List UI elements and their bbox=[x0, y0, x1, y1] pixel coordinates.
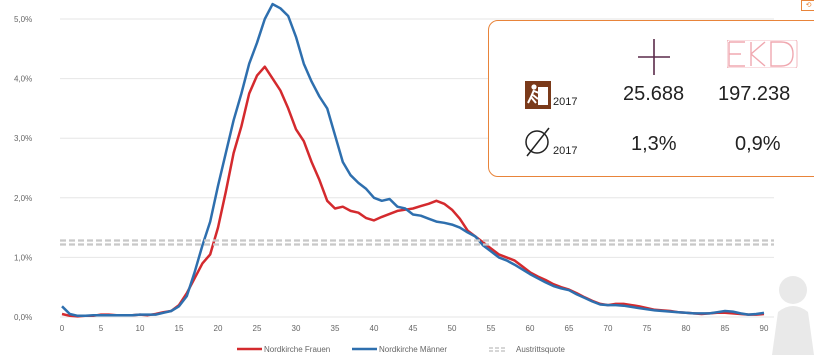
x-tick-label: 30 bbox=[292, 324, 301, 333]
y-tick-label: 2,0% bbox=[14, 194, 32, 203]
chart-series bbox=[60, 2, 774, 318]
x-tick-label: 0 bbox=[60, 324, 65, 333]
x-tick-label: 80 bbox=[682, 324, 691, 333]
x-tick-label: 85 bbox=[721, 324, 730, 333]
y-tick-label: 4,0% bbox=[14, 75, 32, 84]
rate-value-nordkirche: 1,3% bbox=[631, 133, 677, 155]
exit-sign-icon bbox=[525, 81, 551, 109]
legend-label-frauen: Nordkirche Frauen bbox=[264, 345, 330, 354]
row1-subscript: 2017 bbox=[553, 96, 578, 108]
corner-badge-icon: ⟲ bbox=[801, 0, 814, 11]
x-tick-label: 70 bbox=[604, 324, 613, 333]
y-tick-label: 0,0% bbox=[14, 313, 32, 322]
x-tick-label: 20 bbox=[214, 324, 223, 333]
x-tick-label: 10 bbox=[136, 324, 145, 333]
y-tick-label: 5,0% bbox=[14, 15, 32, 24]
legend-label-maenner: Nordkirche Männer bbox=[379, 345, 447, 354]
person-silhouette-icon bbox=[772, 276, 814, 355]
x-tick-label: 5 bbox=[99, 324, 104, 333]
cross-icon bbox=[638, 39, 670, 75]
x-tick-label: 35 bbox=[331, 324, 340, 333]
exits-value-ekd: 197.238 bbox=[718, 83, 791, 105]
y-tick-label: 1,0% bbox=[14, 253, 32, 262]
x-tick-label: 40 bbox=[370, 324, 379, 333]
x-tick-label: 45 bbox=[409, 324, 418, 333]
chart-legend: Nordkirche Frauen Nordkirche Männer Aust… bbox=[237, 345, 565, 354]
x-tick-label: 55 bbox=[487, 324, 496, 333]
statistics-infobox: 2017 25.688 197.238 2017 1,3% 0,9% bbox=[488, 20, 814, 177]
ekd-logo bbox=[727, 40, 798, 68]
rate-value-ekd: 0,9% bbox=[735, 133, 781, 155]
legend-label-quote: Austrittsquote bbox=[516, 345, 565, 354]
y-axis-ticks: 0,0% 1,0% 2,0% 3,0% 4,0% 5,0% bbox=[14, 15, 32, 322]
x-tick-label: 90 bbox=[760, 324, 769, 333]
x-tick-label: 15 bbox=[175, 324, 184, 333]
row2-subscript: 2017 bbox=[553, 145, 578, 157]
average-symbol-icon bbox=[525, 127, 550, 157]
chart-gridlines bbox=[60, 18, 774, 318]
series-maenner-line bbox=[61, 2, 765, 318]
x-tick-label: 60 bbox=[526, 324, 535, 333]
y-tick-label: 3,0% bbox=[14, 134, 32, 143]
x-tick-label: 75 bbox=[643, 324, 652, 333]
x-tick-label: 50 bbox=[448, 324, 457, 333]
x-tick-label: 65 bbox=[565, 324, 574, 333]
x-tick-label: 25 bbox=[253, 324, 262, 333]
exits-value-nordkirche: 25.688 bbox=[623, 83, 685, 105]
x-axis-ticks: 0 5 10 15 20 25 30 35 40 45 50 55 60 65 70 75 80 85 90 bbox=[60, 324, 769, 333]
